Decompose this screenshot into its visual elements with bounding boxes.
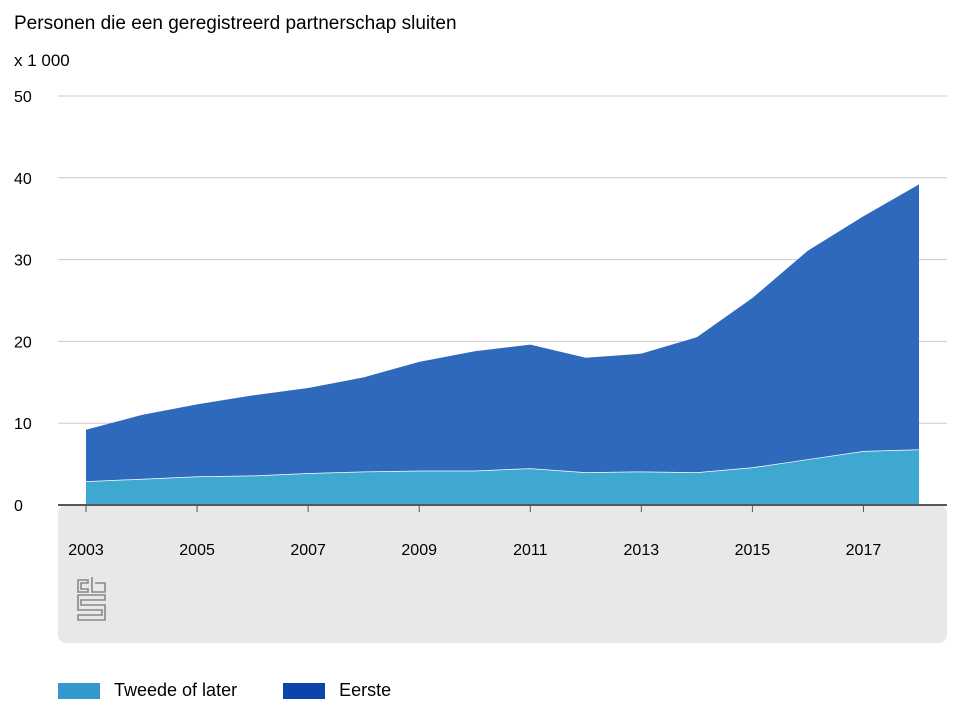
y-tick-label: 10 <box>14 416 32 433</box>
y-tick-labels: 0 10 20 30 40 50 <box>14 89 32 515</box>
y-unit-label: x 1 000 <box>14 51 70 70</box>
legend-item-tweede[interactable]: Tweede of later <box>58 680 237 701</box>
x-tick-label: 2009 <box>401 542 437 559</box>
x-tick-label: 2003 <box>68 542 104 559</box>
legend-item-eerste[interactable]: Eerste <box>283 680 391 701</box>
x-tick-label: 2013 <box>624 542 660 559</box>
chart-title: Personen die een geregistreerd partnersc… <box>14 13 457 34</box>
x-tick-labels: 2003 2005 2007 2009 2011 2013 2015 2017 <box>68 505 881 559</box>
series-areas <box>85 184 920 505</box>
y-tick-label: 30 <box>14 253 32 270</box>
x-tick-label: 2005 <box>179 542 215 559</box>
x-tick-label: 2011 <box>513 542 548 559</box>
chart-area: 0 10 20 30 40 50 2003 2005 2007 2009 2011 2013 2015… <box>14 89 947 643</box>
legend-label: Eerste <box>339 680 392 700</box>
area-series-0 <box>86 449 919 505</box>
area-series-1 <box>86 184 919 482</box>
y-tick-label: 0 <box>14 498 23 515</box>
y-tick-label: 40 <box>14 171 32 188</box>
y-tick-label: 50 <box>14 89 32 106</box>
legend-swatch <box>283 682 326 699</box>
x-tick-label: 2017 <box>846 542 882 559</box>
x-tick-label: 2015 <box>735 542 771 559</box>
y-tick-label: 20 <box>14 334 32 351</box>
x-axis-panel <box>58 505 947 643</box>
x-tick-label: 2007 <box>290 542 326 559</box>
legend-label: Tweede of later <box>114 680 238 700</box>
cbs-logo-icon <box>77 577 106 621</box>
legend-swatch <box>58 682 100 699</box>
legend: Tweede of later Eerste <box>58 680 437 701</box>
